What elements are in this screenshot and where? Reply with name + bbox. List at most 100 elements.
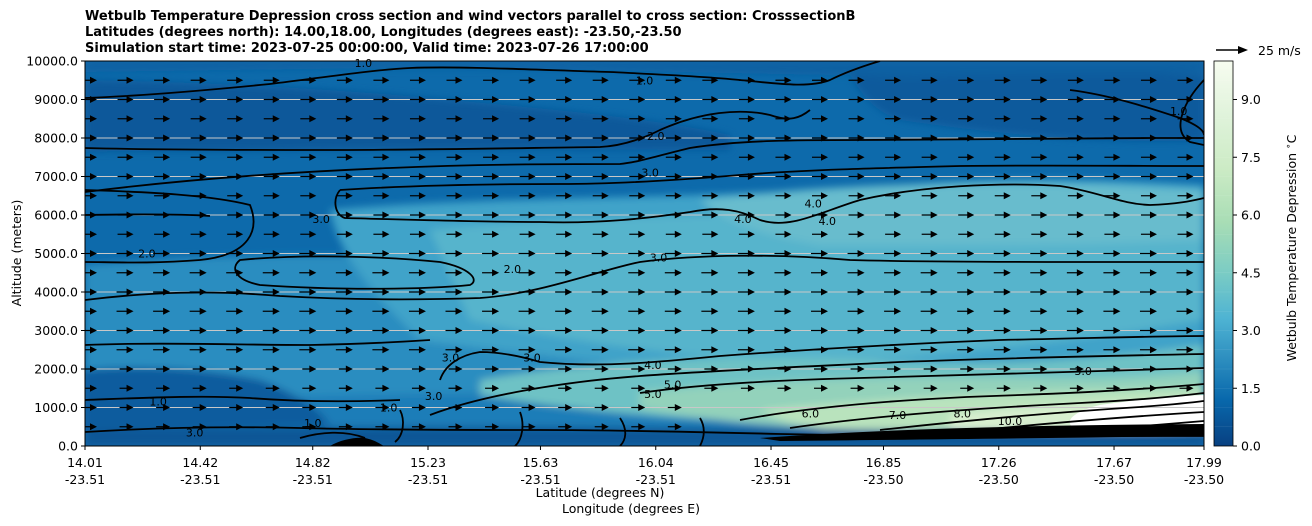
wind-vector: [521, 423, 536, 431]
wind-vector: [958, 192, 975, 200]
wind-vector: [518, 288, 536, 296]
wind-vector: [192, 404, 207, 411]
wind-vector: [116, 288, 134, 296]
wind-vector: [993, 288, 1011, 296]
x-tick-lon: -23.51: [520, 472, 560, 487]
wind-vector: [154, 134, 171, 142]
wind-vector: [555, 327, 573, 334]
wind-vector: [957, 346, 975, 354]
wind-vector: [117, 96, 134, 103]
wind-vector: [153, 307, 171, 315]
wind-vector: [227, 115, 244, 123]
wind-vector: [190, 173, 207, 180]
wind-vector: [518, 269, 536, 277]
wind-vector: [448, 423, 463, 431]
wind-vector: [923, 384, 938, 392]
wind-vector: [190, 153, 207, 161]
wind-vector: [372, 307, 390, 315]
wind-vector: [1177, 211, 1194, 219]
wind-vector: [665, 230, 682, 238]
wind-vector: [1176, 346, 1194, 354]
wind-vector: [920, 307, 938, 315]
colorbar-tick-label: 0.0: [1241, 439, 1261, 454]
wind-vector: [229, 423, 244, 431]
wind-vector: [1104, 230, 1121, 238]
wind-vector: [738, 211, 755, 219]
wind-vector: [338, 365, 353, 373]
y-tick-label: 4000.0: [34, 285, 78, 300]
wind-vector: [885, 230, 902, 238]
contour-label: 2.0: [504, 263, 522, 276]
wind-vector: [227, 230, 244, 238]
wind-vector: [1103, 288, 1121, 296]
wind-vector: [190, 230, 207, 238]
wind-vector: [775, 96, 792, 103]
wind-vector: [263, 192, 280, 200]
wind-vector: [738, 173, 755, 180]
wind-vector: [1030, 269, 1048, 277]
wind-vector: [847, 307, 865, 315]
wind-vector: [920, 346, 938, 354]
contour-label: 1.0: [1170, 105, 1188, 118]
wind-vector: [375, 404, 390, 411]
wind-vector: [628, 346, 646, 354]
wind-vector: [446, 153, 463, 161]
wind-vector: [629, 96, 646, 103]
wind-vector: [774, 327, 792, 334]
wind-vector: [591, 288, 609, 296]
contour-label: 3.0: [442, 351, 460, 364]
wind-vector: [701, 250, 719, 257]
wind-vector: [153, 327, 171, 334]
wind-vector: [85, 365, 97, 373]
wind-vector: [555, 269, 573, 277]
contour-label: 1.0: [149, 396, 167, 409]
wind-vector: [299, 307, 317, 315]
wind-vector: [335, 288, 353, 296]
wind-vector: [1030, 327, 1048, 334]
wind-vector: [1177, 115, 1194, 123]
wind-vector: [777, 384, 792, 392]
wind-vector: [1104, 134, 1121, 142]
wind-vector: [958, 134, 975, 142]
wind-vector: [887, 365, 902, 373]
wind-vector: [518, 327, 536, 334]
wind-vector: [665, 76, 682, 84]
y-tick-label: 10000.0: [26, 54, 78, 69]
wind-vector: [372, 327, 390, 334]
wind-vector: [156, 384, 171, 392]
wind-vector: [885, 153, 902, 161]
wind-vector: [628, 327, 646, 334]
wind-vector: [738, 192, 755, 200]
wind-vector: [372, 269, 390, 277]
wind-vector: [812, 76, 829, 84]
wind-vector: [519, 134, 536, 142]
wind-vector: [85, 384, 97, 392]
wind-vector: [591, 327, 609, 334]
wind-vector: [994, 153, 1011, 161]
wind-vector: [117, 173, 134, 180]
wind-vector: [847, 327, 865, 334]
wind-vector: [958, 76, 975, 84]
wind-vector: [227, 96, 244, 103]
wind-vector: [812, 192, 829, 200]
wind-vector: [558, 423, 573, 431]
wind-vector: [336, 173, 353, 180]
wind-vector: [116, 269, 134, 277]
wind-vector: [667, 423, 682, 431]
wind-vector: [262, 288, 280, 296]
wind-vector: [263, 153, 280, 161]
wind-vector: [592, 173, 609, 180]
wind-vector: [227, 173, 244, 180]
wind-vector: [960, 384, 975, 392]
wind-vector: [483, 115, 500, 123]
wind-vector: [446, 211, 463, 219]
wind-vector: [737, 288, 755, 296]
wind-vector: [704, 365, 719, 373]
wind-vector: [994, 134, 1011, 142]
wind-vector: [302, 365, 317, 373]
wind-vector: [1103, 346, 1121, 354]
y-axis-ticks: 0.0 1000.0 2000.0 3000.0 4000.0 5000.0 6000.0 7…: [26, 54, 85, 454]
contour-label: 4.0: [804, 197, 822, 210]
wind-vector: [229, 365, 244, 373]
wind-vector: [848, 76, 865, 84]
